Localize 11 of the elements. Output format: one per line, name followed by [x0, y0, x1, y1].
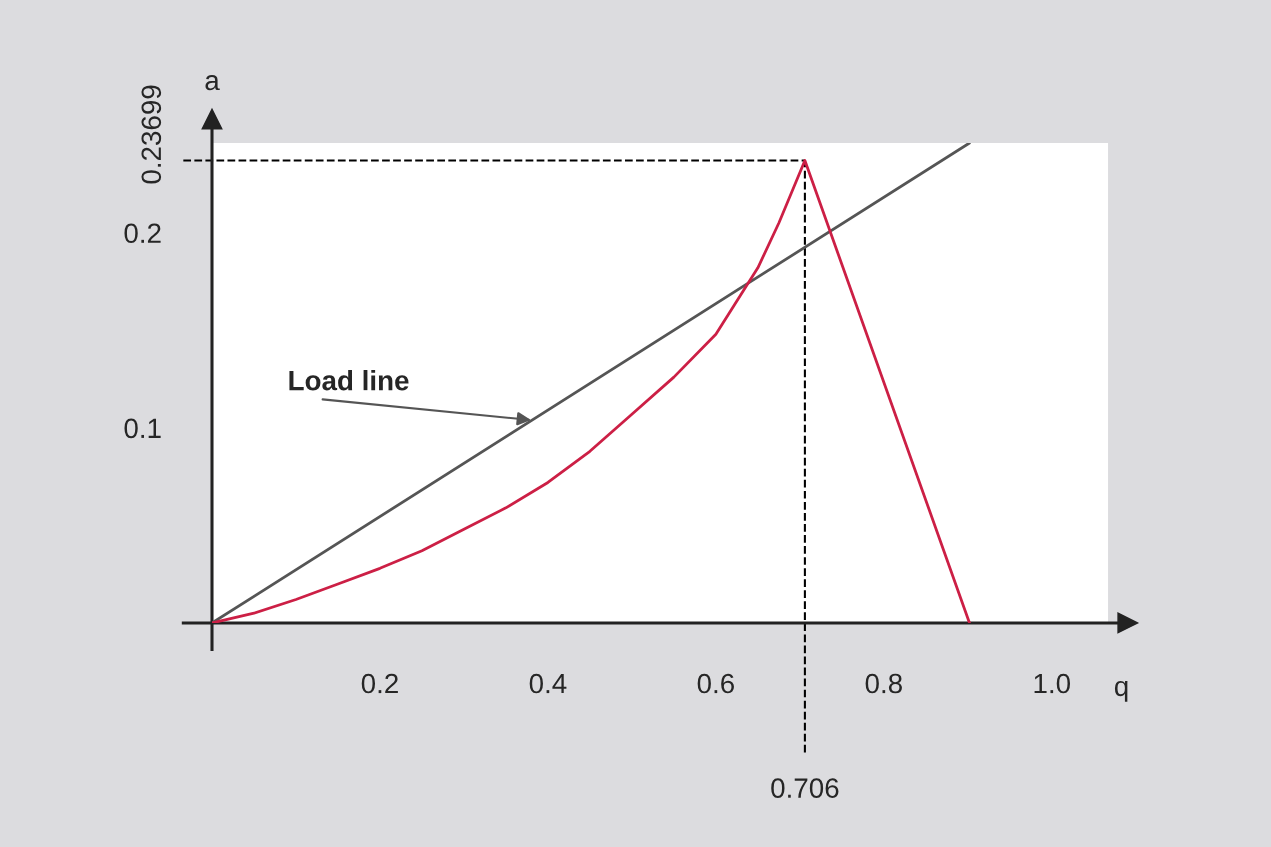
- ref-line-label: 0.706: [771, 778, 839, 798]
- ref-line-label: 0.23699: [141, 85, 162, 184]
- x-tick-label: 1.0: [1034, 673, 1071, 694]
- y-axis-title: a: [205, 75, 220, 91]
- x-tick-label: 0.4: [529, 673, 567, 694]
- annotation: Load line: [289, 370, 409, 391]
- x-axis-title: q: [1114, 680, 1128, 702]
- y-tick-label: 0.1: [124, 418, 161, 439]
- x-tick-label: 0.2: [361, 673, 398, 694]
- x-tick-label: 0.8: [865, 673, 902, 694]
- x-tick-label: 0.6: [697, 673, 734, 694]
